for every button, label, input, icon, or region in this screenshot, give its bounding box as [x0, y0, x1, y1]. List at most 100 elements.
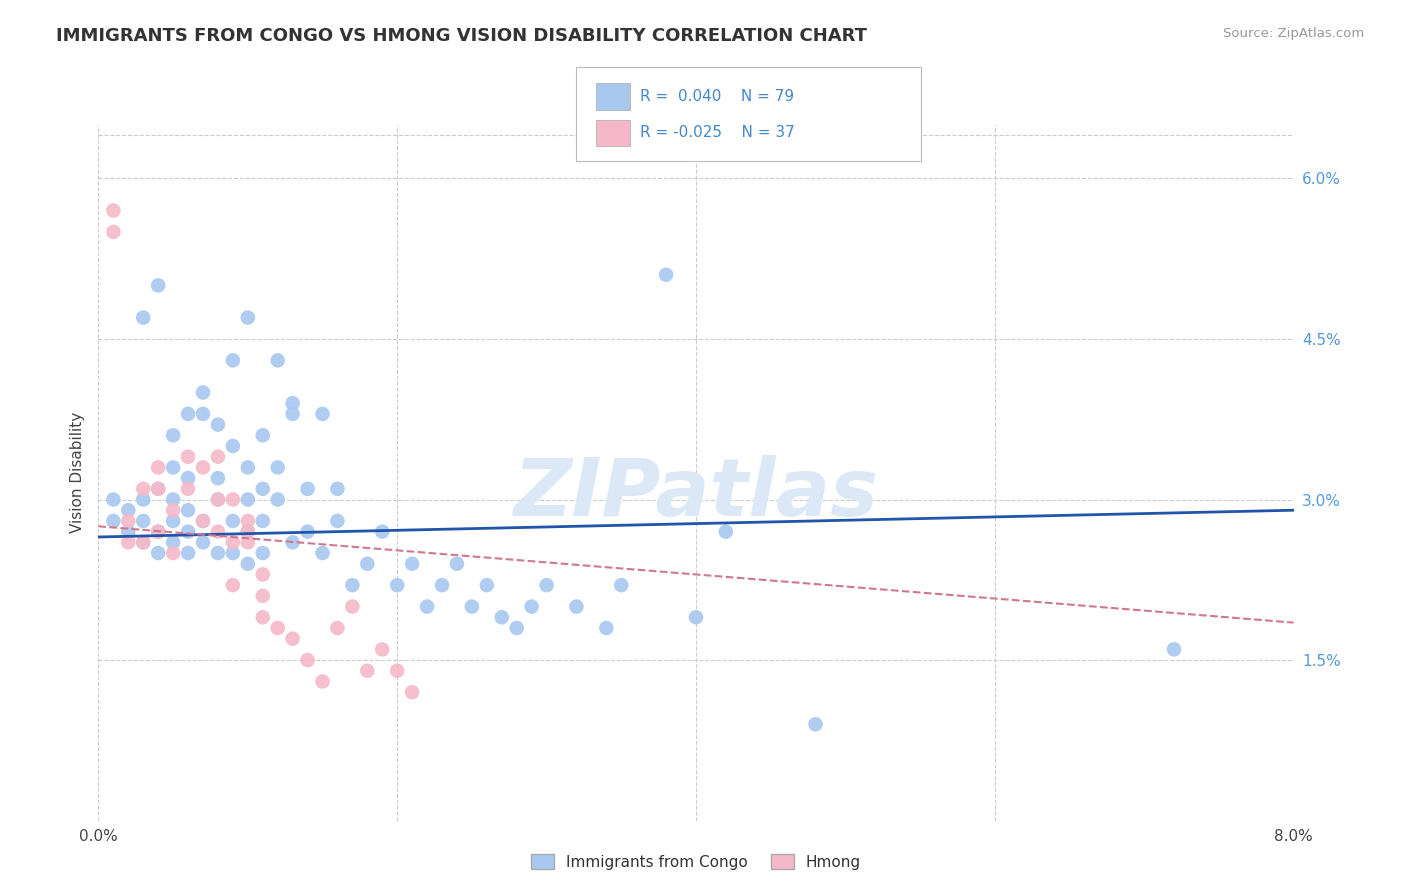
Point: [281, 407, 304, 421]
Point: [191, 514, 214, 528]
Point: [132, 310, 155, 325]
Point: [191, 407, 214, 421]
Point: [222, 514, 245, 528]
Point: [222, 546, 245, 560]
Point: [326, 482, 349, 496]
Point: [177, 407, 200, 421]
Point: [191, 460, 214, 475]
Point: [162, 546, 184, 560]
Point: [103, 514, 125, 528]
Point: [177, 524, 200, 539]
Point: [311, 674, 333, 689]
Point: [117, 524, 139, 539]
Point: [132, 535, 155, 549]
Point: [430, 578, 453, 592]
Point: [132, 482, 155, 496]
Y-axis label: Vision Disability: Vision Disability: [69, 412, 84, 533]
Point: [162, 460, 184, 475]
Point: [252, 546, 274, 560]
Point: [222, 439, 245, 453]
Text: IMMIGRANTS FROM CONGO VS HMONG VISION DISABILITY CORRELATION CHART: IMMIGRANTS FROM CONGO VS HMONG VISION DI…: [56, 27, 868, 45]
Point: [461, 599, 484, 614]
Point: [117, 503, 139, 517]
Point: [177, 503, 200, 517]
Point: [236, 557, 259, 571]
Point: [103, 203, 125, 218]
Point: [207, 417, 229, 432]
Point: [222, 492, 245, 507]
Text: ZIPatlas: ZIPatlas: [513, 455, 879, 533]
Point: [207, 546, 229, 560]
Point: [401, 557, 423, 571]
Point: [162, 535, 184, 549]
Point: [281, 632, 304, 646]
Point: [132, 535, 155, 549]
Point: [222, 535, 245, 549]
Point: [117, 535, 139, 549]
Point: [385, 578, 409, 592]
Point: [281, 535, 304, 549]
Point: [148, 482, 170, 496]
Point: [236, 514, 259, 528]
Point: [385, 664, 409, 678]
Point: [565, 599, 588, 614]
Point: [655, 268, 678, 282]
Point: [595, 621, 617, 635]
Point: [297, 653, 319, 667]
Point: [326, 514, 349, 528]
Point: [162, 514, 184, 528]
Point: [236, 460, 259, 475]
Point: [162, 503, 184, 517]
Point: [252, 428, 274, 442]
Point: [132, 492, 155, 507]
Point: [342, 599, 364, 614]
Point: [148, 524, 170, 539]
Point: [804, 717, 827, 731]
Text: R =  0.040    N = 79: R = 0.040 N = 79: [640, 89, 794, 103]
Point: [148, 546, 170, 560]
Point: [191, 514, 214, 528]
Point: [207, 450, 229, 464]
Point: [117, 514, 139, 528]
Point: [297, 524, 319, 539]
Point: [177, 482, 200, 496]
Point: [207, 471, 229, 485]
Point: [267, 353, 290, 368]
Point: [177, 471, 200, 485]
Point: [191, 535, 214, 549]
Point: [297, 482, 319, 496]
Point: [148, 482, 170, 496]
Point: [148, 460, 170, 475]
Point: [252, 610, 274, 624]
Point: [520, 599, 543, 614]
Point: [281, 396, 304, 410]
Point: [236, 310, 259, 325]
Point: [222, 578, 245, 592]
Point: [252, 482, 274, 496]
Point: [491, 610, 513, 624]
Point: [236, 524, 259, 539]
Point: [132, 514, 155, 528]
Point: [475, 578, 498, 592]
Text: Source: ZipAtlas.com: Source: ZipAtlas.com: [1223, 27, 1364, 40]
Point: [714, 524, 737, 539]
Point: [311, 546, 333, 560]
Point: [311, 407, 333, 421]
Point: [236, 535, 259, 549]
Point: [252, 514, 274, 528]
Point: [207, 524, 229, 539]
Point: [267, 460, 290, 475]
Point: [371, 642, 394, 657]
Point: [191, 385, 214, 400]
Text: R = -0.025    N = 37: R = -0.025 N = 37: [640, 126, 794, 140]
Point: [342, 578, 364, 592]
Point: [326, 621, 349, 635]
Point: [401, 685, 423, 699]
Point: [267, 492, 290, 507]
Point: [356, 664, 378, 678]
Point: [148, 278, 170, 293]
Point: [162, 428, 184, 442]
Point: [536, 578, 558, 592]
Point: [177, 546, 200, 560]
Point: [177, 450, 200, 464]
